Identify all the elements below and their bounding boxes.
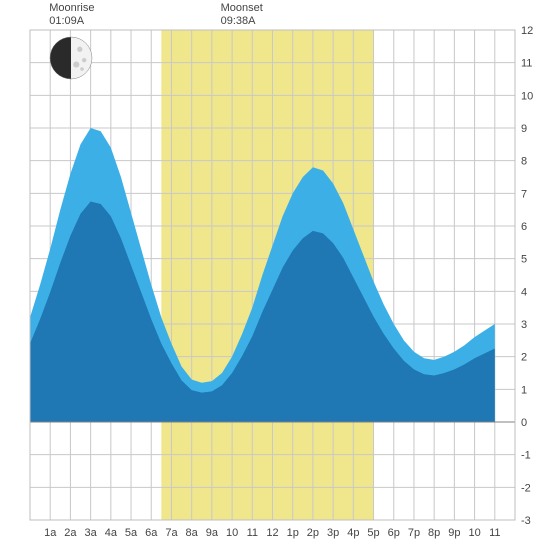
x-tick-label: 8a	[186, 527, 199, 539]
y-tick-label: 6	[521, 221, 527, 233]
y-tick-label: -3	[521, 515, 531, 527]
y-tick-label: 3	[521, 319, 527, 331]
x-tick-label: 5a	[125, 527, 138, 539]
y-tick-label: 11	[521, 58, 532, 70]
x-tick-label: 7a	[165, 527, 178, 539]
x-tick-label: 2a	[64, 527, 77, 539]
y-tick-label: 7	[521, 188, 527, 200]
y-tick-label: 10	[521, 90, 533, 102]
y-tick-label: 5	[521, 254, 527, 266]
y-tick-label: 12	[521, 25, 533, 37]
x-tick-label: 7p	[408, 527, 420, 539]
x-tick-label: 5p	[367, 527, 379, 539]
x-tick-label: 12	[266, 527, 278, 539]
x-tick-label: 8p	[428, 527, 440, 539]
x-tick-label: 10	[226, 527, 238, 539]
x-tick-label: 1a	[44, 527, 57, 539]
x-tick-label: 9a	[206, 527, 219, 539]
x-tick-label: 4a	[105, 527, 118, 539]
x-tick-label: 6a	[145, 527, 158, 539]
x-tick-label: 10	[468, 527, 480, 539]
y-tick-label: 8	[521, 156, 527, 168]
x-tick-label: 1p	[287, 527, 299, 539]
y-tick-label: 2	[521, 352, 527, 364]
x-tick-label: 3p	[327, 527, 339, 539]
y-tick-label: 9	[521, 123, 527, 135]
x-tick-label: 2p	[307, 527, 319, 539]
moon-phase-icon	[49, 36, 93, 80]
y-tick-label: -1	[521, 450, 531, 462]
x-tick-label: 11	[247, 527, 258, 539]
x-tick-label: 3a	[85, 527, 98, 539]
tide-chart: -3-2-101234567891011121a2a3a4a5a6a7a8a9a…	[0, 0, 550, 550]
x-tick-label: 6p	[388, 527, 400, 539]
x-tick-label: 4p	[347, 527, 359, 539]
x-tick-label: 11	[489, 527, 500, 539]
y-tick-label: 0	[521, 417, 527, 429]
y-tick-label: -2	[521, 482, 531, 494]
y-tick-label: 1	[521, 384, 527, 396]
x-tick-label: 9p	[448, 527, 460, 539]
y-tick-label: 4	[521, 286, 527, 298]
